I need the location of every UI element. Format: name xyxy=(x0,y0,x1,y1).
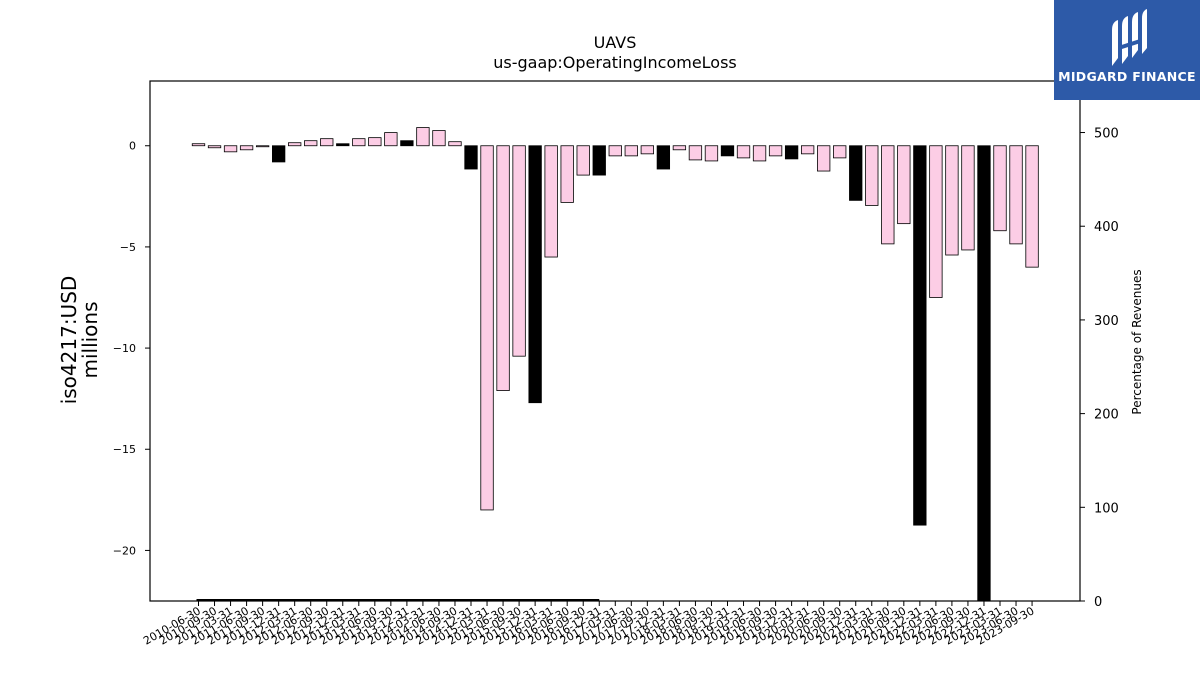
bar-2015-03-31 xyxy=(480,145,494,511)
bars-group xyxy=(191,127,1039,602)
bar-2014-09-30 xyxy=(448,141,462,147)
plot-frame xyxy=(149,80,1081,602)
bar-2016-06-30 xyxy=(560,145,574,203)
bar-2014-06-30 xyxy=(432,130,446,147)
y-axis-label-line-2: millions xyxy=(78,301,102,379)
bar-2023-09-30 xyxy=(1025,145,1039,268)
left-axis-ticks: 0 −5 −10 −15 −20 xyxy=(113,140,150,557)
y2-tick-label: 500 xyxy=(1094,127,1119,142)
bar-2017-09-30 xyxy=(640,145,654,155)
bar-2015-06-30 xyxy=(496,145,510,391)
bar-2020-06-30 xyxy=(817,145,831,172)
bar-2018-06-30 xyxy=(688,145,703,161)
bar-2016-09-30 xyxy=(576,145,590,176)
bar-2017-06-30 xyxy=(624,145,638,157)
bar-2017-03-31 xyxy=(608,145,622,157)
bar-2019-09-30 xyxy=(768,145,783,157)
bar-2012-06-30 xyxy=(304,140,318,147)
bar-2020-12-31 xyxy=(849,145,863,201)
bar-2016-12-31 xyxy=(592,145,606,176)
bar-2014-03-31 xyxy=(416,127,430,147)
bar-2010-06-30 xyxy=(191,143,206,147)
bar-2022-09-30 xyxy=(961,145,975,251)
bar-2018-09-30 xyxy=(704,145,719,162)
bar-2014-12-31 xyxy=(464,145,478,170)
bar-2011-09-30 xyxy=(255,145,270,148)
y2-tick-label: 400 xyxy=(1094,220,1119,235)
bar-2016-03-31 xyxy=(544,145,558,258)
bar-2011-12-31 xyxy=(271,145,286,163)
y2-tick-label: 300 xyxy=(1094,314,1119,329)
bar-2018-12-31 xyxy=(720,145,735,157)
y2-tick-label: 200 xyxy=(1094,408,1119,423)
bar-2023-03-31 xyxy=(993,145,1007,232)
bar-2020-03-31 xyxy=(800,145,815,155)
y2-tick-label: 100 xyxy=(1094,501,1119,516)
bar-2020-09-30 xyxy=(833,145,847,159)
x-axis-ticks: 2010-06-302010-09-302011-03-312011-06-30… xyxy=(141,601,1037,648)
bar-2018-03-31 xyxy=(672,145,687,151)
right-axis-ticks: 0 100 200 300 400 500 xyxy=(1080,127,1119,610)
y2-tick-label: 0 xyxy=(1094,595,1102,610)
bar-2017-12-31 xyxy=(656,145,671,170)
bar-2012-12-31 xyxy=(336,143,350,147)
y-tick-label: −5 xyxy=(120,241,136,254)
y-tick-label: −10 xyxy=(113,342,136,355)
bar-2019-12-31 xyxy=(784,145,799,160)
bar-2021-12-31 xyxy=(913,145,927,526)
bar-2019-03-31 xyxy=(736,145,751,159)
bar-2012-03-31 xyxy=(288,142,302,147)
bar-2010-09-30 xyxy=(207,145,222,149)
bar-2013-06-30 xyxy=(368,137,382,147)
bar-2019-06-30 xyxy=(752,145,767,162)
chart-subtitle: us-gaap:OperatingIncomeLoss xyxy=(493,53,737,72)
bar-2015-09-30 xyxy=(512,145,526,357)
bar-2021-03-31 xyxy=(865,145,879,206)
y-tick-label: 0 xyxy=(129,140,136,153)
bar-2022-06-30 xyxy=(945,145,959,256)
bar-2013-09-30 xyxy=(384,132,398,147)
bar-2013-12-31 xyxy=(400,140,414,147)
brand-name: MIDGARD FINANCE xyxy=(1058,69,1196,84)
bar-2013-03-31 xyxy=(352,138,366,147)
bar-2012-09-30 xyxy=(320,138,334,147)
y-axis-label: iso4217:USD millions xyxy=(57,275,102,405)
y-tick-label: −15 xyxy=(113,443,136,456)
bar-2015-12-31 xyxy=(528,145,542,404)
y2-axis-label: Percentage of Revenues xyxy=(1130,269,1144,415)
bar-2022-12-31 xyxy=(977,145,991,602)
bar-2023-06-30 xyxy=(1009,145,1023,245)
bar-2021-06-30 xyxy=(881,145,895,245)
chart-title: UAVS xyxy=(593,33,637,52)
midgard-logo-mark-icon xyxy=(1112,9,1147,66)
bar-2021-09-30 xyxy=(897,145,911,225)
bar-2011-06-30 xyxy=(239,145,254,151)
bar-2022-03-31 xyxy=(929,145,943,298)
bar-2011-03-31 xyxy=(223,145,238,153)
y-axis-label-line-1: iso4217:USD xyxy=(57,275,81,405)
y-tick-label: −20 xyxy=(113,544,136,557)
brand-logo[interactable]: MIDGARD FINANCE xyxy=(1054,0,1200,100)
